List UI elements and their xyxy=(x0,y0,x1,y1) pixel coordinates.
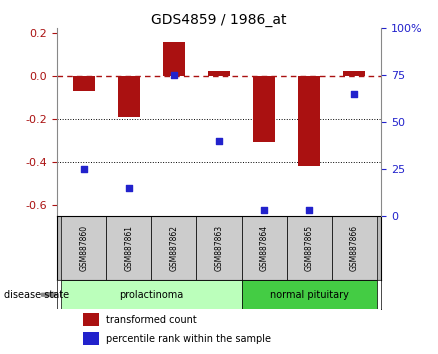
Text: normal pituitary: normal pituitary xyxy=(270,290,349,300)
Text: GSM887860: GSM887860 xyxy=(79,225,88,271)
Bar xyxy=(73,76,95,91)
Text: GSM887865: GSM887865 xyxy=(304,225,314,271)
Point xyxy=(170,72,177,78)
Bar xyxy=(61,280,241,309)
Text: percentile rank within the sample: percentile rank within the sample xyxy=(106,334,271,344)
Bar xyxy=(253,76,275,143)
Text: prolactinoma: prolactinoma xyxy=(119,290,184,300)
Bar xyxy=(197,216,241,280)
Bar xyxy=(286,216,332,280)
Point xyxy=(215,138,223,144)
Point xyxy=(306,207,313,213)
Bar xyxy=(61,216,106,280)
Bar xyxy=(163,42,185,76)
Text: GSM887863: GSM887863 xyxy=(215,225,223,271)
Bar xyxy=(332,216,377,280)
Bar xyxy=(343,72,365,76)
Bar xyxy=(83,313,99,326)
Point xyxy=(125,185,132,190)
Text: GSM887864: GSM887864 xyxy=(260,225,268,271)
Bar xyxy=(241,280,377,309)
Text: GSM887866: GSM887866 xyxy=(350,225,359,271)
Title: GDS4859 / 1986_at: GDS4859 / 1986_at xyxy=(151,13,287,27)
Bar xyxy=(241,216,286,280)
Text: GSM887862: GSM887862 xyxy=(170,225,178,271)
Text: disease state: disease state xyxy=(4,290,70,300)
Bar xyxy=(118,76,140,116)
Bar xyxy=(208,72,230,76)
Bar xyxy=(83,332,99,345)
Point xyxy=(350,91,357,97)
Point xyxy=(81,166,88,172)
Bar xyxy=(298,76,320,166)
Point xyxy=(261,207,268,213)
Text: GSM887861: GSM887861 xyxy=(124,225,134,271)
Text: transformed count: transformed count xyxy=(106,315,196,325)
Bar xyxy=(106,216,152,280)
Bar xyxy=(152,216,197,280)
